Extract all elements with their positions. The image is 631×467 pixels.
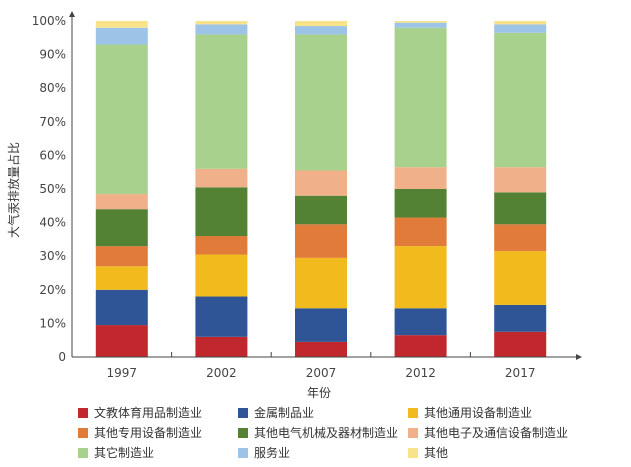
stacked-bar-chart: 0 10% 20% 30% 40% 50% 60% 70% 80% 90% 100% 1997 200… <box>6 11 582 400</box>
legend-item: 其他电子及通信设备制造业 <box>408 424 598 441</box>
legend-item: 其他通用设备制造业 <box>408 404 598 421</box>
x-axis-title: 年份 <box>307 386 331 400</box>
bar-segment <box>195 236 248 255</box>
bar-segment <box>394 27 447 168</box>
bar-segment <box>295 195 347 225</box>
legend-swatch <box>238 407 248 418</box>
bar-segment <box>95 266 148 290</box>
legend-label: 其它制造业 <box>94 446 155 460</box>
legend-label: 金属制品业 <box>254 406 315 420</box>
bar-segment <box>494 224 547 252</box>
y-axis-arrow <box>69 11 75 17</box>
bar-segment <box>195 296 248 337</box>
legend-swatch <box>78 407 88 418</box>
legend-label: 其他电子及通信设备制造业 <box>424 426 569 440</box>
legend-item: 金属制品业 <box>238 404 408 421</box>
bar-segment <box>394 22 447 28</box>
bar-segment <box>295 341 347 357</box>
y-axis-ticks: 0 10% 20% 30% 40% 50% 60% 70% 80% 90% 100% <box>32 14 66 364</box>
legend-swatch <box>238 427 248 438</box>
bar-segment <box>394 21 447 23</box>
legend-item: 其他电气机械及器材制造业 <box>238 424 408 441</box>
legend-swatch <box>408 427 418 438</box>
bar-segment <box>195 187 248 237</box>
y-tick-label: 30% <box>39 249 66 263</box>
bar-segment <box>494 32 547 168</box>
bar-segment <box>295 26 347 35</box>
bar-segment <box>195 336 248 357</box>
y-tick-label: 100% <box>32 14 66 28</box>
bar-segment <box>394 335 447 357</box>
legend-swatch <box>408 447 418 458</box>
bar-segment <box>494 167 547 193</box>
bar-segment <box>95 209 148 247</box>
legend-swatch <box>408 407 418 418</box>
legend-label: 其他专用设备制造业 <box>94 426 203 440</box>
y-tick-label: 70% <box>39 115 66 129</box>
bar-segment <box>195 34 248 169</box>
legend-item: 其它制造业 <box>78 444 238 461</box>
y-tick-label: 20% <box>39 283 66 297</box>
bar-segment <box>494 24 547 33</box>
x-tick-label: 2017 <box>505 366 536 380</box>
bar-segment <box>295 21 347 27</box>
bar-segment <box>295 34 347 171</box>
legend-swatch <box>78 447 88 458</box>
legend-label: 其他通用设备制造业 <box>424 406 533 420</box>
x-axis-ticks: 1997 2002 2007 2012 2017 <box>107 366 536 380</box>
bar-segment <box>494 251 547 305</box>
bar-segment <box>394 308 447 336</box>
bar-segment <box>95 246 148 267</box>
bar-segment <box>494 21 547 25</box>
bar-segment <box>195 168 248 188</box>
y-tick-label: 50% <box>39 182 66 196</box>
y-tick-label: 0 <box>58 350 66 364</box>
bar-segment <box>295 257 347 309</box>
legend-swatch <box>238 447 248 458</box>
bar-segment <box>95 325 148 357</box>
bar-segment <box>394 217 447 247</box>
bar-segment <box>95 289 148 326</box>
bar-segment <box>494 304 547 332</box>
bar-segment <box>394 246 447 309</box>
bar-segment <box>394 189 447 218</box>
bars <box>95 21 547 357</box>
bar-segment <box>494 192 547 225</box>
bar-segment <box>295 308 347 342</box>
bar-segment <box>95 44 148 195</box>
legend-swatch <box>78 427 88 438</box>
legend-label: 文教体育用品制造业 <box>94 406 203 420</box>
y-axis-title: 大气汞排放量占比 <box>6 142 21 238</box>
legend-item: 其他 <box>408 444 598 461</box>
bar-segment <box>494 331 547 357</box>
x-tick-label: 2002 <box>206 366 237 380</box>
y-tick-label: 60% <box>39 148 66 162</box>
bar-segment <box>195 24 248 35</box>
legend-label: 服务业 <box>254 446 291 460</box>
legend: 文教体育用品制造业 金属制品业 其他通用设备制造业其他专用设备制造业 其他电气机械及器… <box>78 404 598 461</box>
bar-segment <box>95 21 148 28</box>
legend-label: 其他 <box>424 446 449 460</box>
y-tick-label: 10% <box>39 316 66 330</box>
bar-segment <box>295 224 347 258</box>
x-axis-arrow <box>576 354 582 360</box>
bar-segment <box>195 254 248 297</box>
y-tick-label: 90% <box>39 48 66 62</box>
y-tick-label: 40% <box>39 216 66 230</box>
legend-item: 服务业 <box>238 444 408 461</box>
bar-segment <box>394 167 447 189</box>
bar-segment <box>295 170 347 196</box>
legend-item: 文教体育用品制造业 <box>78 404 238 421</box>
x-tick-label: 1997 <box>107 366 138 380</box>
axes <box>69 11 582 360</box>
bar-segment <box>95 27 148 45</box>
legend-label: 其他电气机械及器材制造业 <box>254 426 399 440</box>
x-tick-label: 2007 <box>306 366 337 380</box>
x-tick-label: 2012 <box>405 366 436 380</box>
legend-item: 其他专用设备制造业 <box>78 424 238 441</box>
bar-segment <box>195 21 248 25</box>
bar-segment <box>95 194 148 210</box>
y-tick-label: 80% <box>39 81 66 95</box>
